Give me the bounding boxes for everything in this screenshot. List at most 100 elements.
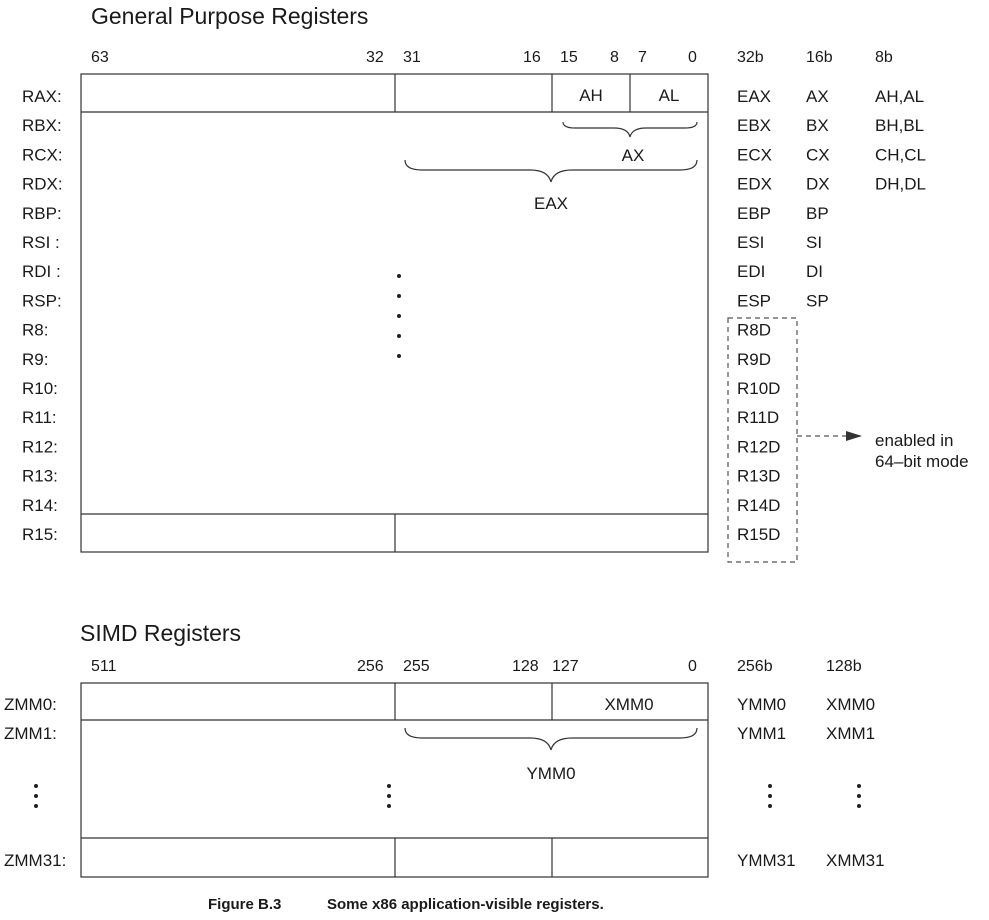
- bit-128: 128: [512, 658, 539, 675]
- enabled-note-line2: 64–bit mode: [875, 452, 969, 471]
- reg32-name: ESP: [737, 291, 771, 310]
- bit-255: 255: [403, 658, 430, 675]
- register-name: R13:: [22, 467, 58, 486]
- simd-register-name: ZMM31:: [4, 851, 66, 870]
- ymm0-brace-label: YMM0: [526, 764, 575, 783]
- bit-0: 0: [688, 49, 697, 66]
- reg32-name: EBX: [737, 116, 771, 135]
- figure-number: Figure B.3: [208, 896, 281, 913]
- reg16-name: DX: [806, 175, 830, 194]
- gpr-ellipsis: [397, 274, 401, 358]
- gpr-register-block: AH AL: [80, 73, 709, 553]
- ymm-name: YMM31: [737, 851, 796, 870]
- register-name: R11:: [22, 408, 57, 427]
- reg16-name: DI: [806, 262, 823, 281]
- header-16b: 16b: [806, 49, 833, 66]
- register-name: RSP:: [22, 291, 62, 310]
- reg16-name: SP: [806, 291, 829, 310]
- simd-ellipsis-128: [857, 784, 861, 808]
- register-name: RDI :: [22, 262, 61, 281]
- eax-brace: [404, 159, 698, 183]
- header-8b: 8b: [875, 49, 893, 66]
- bit-63: 63: [91, 49, 109, 66]
- gpr-rows: RAX: RBX: RCX: RDX: RBP: RSI : RDI : RSP: R8: R9:…: [22, 87, 926, 544]
- simd-register-block: XMM0: [80, 682, 709, 878]
- header-128b: 128b: [826, 658, 862, 675]
- register-name: R15:: [22, 525, 58, 544]
- reg16-name: AX: [806, 87, 829, 106]
- gpr-title: General Purpose Registers: [91, 3, 368, 29]
- simd-ellipsis-256: [768, 784, 772, 808]
- bit-16: 16: [523, 49, 541, 66]
- simd-bit-positions: 511 256 255 128 127 0: [91, 658, 697, 675]
- bit-8: 8: [610, 49, 619, 66]
- register-name: RDX:: [22, 175, 63, 194]
- reg16-name: CX: [806, 145, 830, 164]
- ymm0-brace: [404, 727, 698, 751]
- ymm-name: YMM0: [737, 695, 786, 714]
- cell-al: AL: [659, 86, 680, 105]
- enabled-arrow-head: [846, 431, 862, 441]
- reg8-name: BH,BL: [875, 116, 924, 135]
- xmm-name: XMM31: [826, 851, 885, 870]
- header-256b: 256b: [737, 658, 773, 675]
- reg8-name: CH,CL: [875, 145, 926, 164]
- reg32-name: R15D: [737, 525, 780, 544]
- xmm-name: XMM0: [826, 695, 875, 714]
- ax-brace-label: AX: [622, 146, 645, 165]
- reg32-name: EDI: [737, 262, 765, 281]
- reg16-name: SI: [806, 233, 822, 252]
- bit-127: 127: [552, 658, 579, 675]
- reg16-name: BP: [806, 204, 829, 223]
- simd-title: SIMD Registers: [80, 620, 241, 646]
- xmm-name: XMM1: [826, 724, 875, 743]
- simd-register-name: ZMM1:: [4, 724, 57, 743]
- register-name: R9:: [22, 350, 48, 369]
- reg32-name: ESI: [737, 233, 764, 252]
- ymm-name: YMM1: [737, 724, 786, 743]
- reg8-name: AH,AL: [875, 87, 924, 106]
- enabled-note-line1: enabled in: [875, 431, 953, 450]
- eax-brace-label: EAX: [534, 194, 568, 213]
- register-name: R8:: [22, 321, 48, 340]
- ax-brace: [562, 121, 698, 138]
- register-name: RBP:: [22, 204, 62, 223]
- register-name: RAX:: [22, 87, 62, 106]
- reg32-name: R12D: [737, 437, 780, 456]
- simd-rows: ZMM0: ZMM1: ZMM31: YMM0 YMM1 YMM31 XMM0 XMM1 XMM…: [4, 695, 885, 870]
- simd-register-name: ZMM0:: [4, 695, 57, 714]
- bit-15: 15: [560, 49, 578, 66]
- gpr-bit-positions: 63 32 31 16 15 8 7 0: [91, 49, 697, 66]
- reg32-name: R9D: [737, 350, 771, 369]
- enabled-64bit-group: [727, 317, 798, 563]
- bit-511: 511: [91, 658, 117, 675]
- reg32-name: R10D: [737, 379, 780, 398]
- reg8-name: DH,DL: [875, 175, 926, 194]
- register-name: RCX:: [22, 145, 63, 164]
- reg32-name: R11D: [737, 408, 779, 427]
- cell-ah: AH: [579, 86, 603, 105]
- reg32-name: R8D: [737, 321, 771, 340]
- figure-caption: Some x86 application-visible registers.: [327, 896, 604, 913]
- bit-7: 7: [638, 49, 647, 66]
- bit-0-simd: 0: [688, 658, 697, 675]
- register-name: R12:: [22, 437, 58, 456]
- register-name: RSI :: [22, 233, 60, 252]
- reg32-name: EAX: [737, 87, 771, 106]
- reg32-name: R14D: [737, 496, 780, 515]
- cell-xmm0: XMM0: [604, 695, 653, 714]
- bit-31: 31: [403, 49, 421, 66]
- register-name: RBX:: [22, 116, 62, 135]
- bit-32: 32: [366, 49, 384, 66]
- reg32-name: ECX: [737, 145, 772, 164]
- reg16-name: BX: [806, 116, 829, 135]
- register-name: R10:: [22, 379, 58, 398]
- simd-ellipsis-block: [387, 784, 391, 808]
- gpr-outline: [80, 73, 709, 553]
- reg32-name: EDX: [737, 175, 772, 194]
- header-32b: 32b: [737, 49, 764, 66]
- simd-ellipsis-names: [34, 784, 38, 808]
- reg32-name: R13D: [737, 467, 780, 486]
- bit-256: 256: [357, 658, 384, 675]
